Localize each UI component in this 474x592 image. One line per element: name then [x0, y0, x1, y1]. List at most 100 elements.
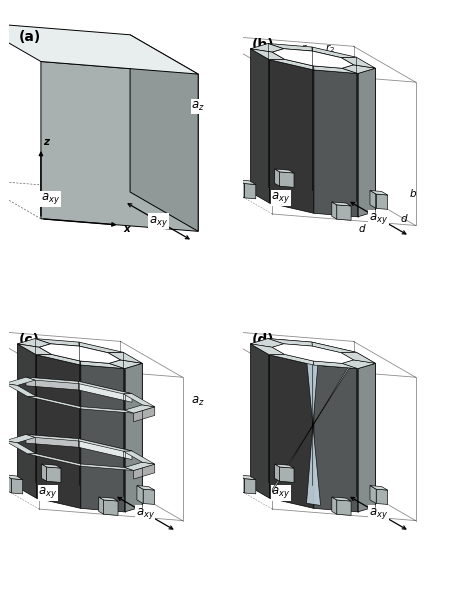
Polygon shape	[314, 70, 358, 217]
Polygon shape	[238, 475, 256, 480]
Polygon shape	[137, 485, 155, 490]
Polygon shape	[244, 478, 256, 494]
Polygon shape	[305, 345, 320, 506]
Polygon shape	[26, 377, 79, 384]
Polygon shape	[269, 355, 314, 365]
Polygon shape	[250, 339, 284, 348]
Polygon shape	[26, 435, 79, 441]
Polygon shape	[79, 439, 132, 459]
Text: $d$: $d$	[400, 211, 409, 224]
Polygon shape	[238, 180, 256, 185]
Polygon shape	[79, 439, 132, 451]
Text: $r_2$: $r_2$	[326, 42, 336, 55]
Polygon shape	[272, 344, 354, 363]
Polygon shape	[39, 344, 120, 363]
Polygon shape	[337, 500, 351, 516]
Text: z: z	[44, 137, 49, 147]
Polygon shape	[134, 407, 155, 422]
Polygon shape	[0, 22, 198, 74]
Polygon shape	[134, 464, 155, 479]
Polygon shape	[341, 352, 375, 363]
Polygon shape	[123, 394, 155, 407]
Polygon shape	[275, 464, 280, 481]
Polygon shape	[370, 191, 376, 208]
Polygon shape	[5, 475, 23, 480]
Polygon shape	[143, 489, 155, 504]
Polygon shape	[99, 497, 104, 514]
Polygon shape	[342, 360, 375, 369]
Polygon shape	[42, 464, 61, 468]
Polygon shape	[332, 497, 351, 501]
Polygon shape	[332, 202, 351, 206]
Polygon shape	[18, 339, 51, 348]
Polygon shape	[370, 485, 376, 504]
Polygon shape	[250, 344, 285, 355]
Text: x: x	[124, 224, 130, 234]
Polygon shape	[250, 344, 285, 355]
Text: $a_{xy}$: $a_{xy}$	[271, 485, 290, 500]
Polygon shape	[36, 355, 81, 509]
Polygon shape	[109, 360, 142, 369]
Polygon shape	[104, 500, 118, 516]
Polygon shape	[268, 339, 312, 346]
Text: $a_{xy}$: $a_{xy}$	[149, 214, 168, 229]
Polygon shape	[123, 451, 155, 464]
Polygon shape	[280, 172, 294, 187]
Polygon shape	[275, 464, 294, 468]
Polygon shape	[280, 467, 294, 482]
Polygon shape	[370, 485, 388, 490]
Polygon shape	[272, 344, 354, 363]
Polygon shape	[5, 475, 11, 493]
Text: $b$: $b$	[409, 187, 417, 199]
Polygon shape	[99, 497, 118, 501]
Polygon shape	[342, 65, 375, 73]
Polygon shape	[18, 344, 52, 355]
Polygon shape	[238, 475, 244, 493]
Polygon shape	[269, 355, 314, 509]
Polygon shape	[81, 365, 125, 512]
Text: $a_{xy}$: $a_{xy}$	[38, 485, 57, 500]
Polygon shape	[268, 339, 312, 346]
Text: $a_{xy}$: $a_{xy}$	[136, 506, 155, 521]
Polygon shape	[272, 359, 354, 492]
Polygon shape	[312, 342, 356, 353]
Polygon shape	[269, 59, 314, 70]
Polygon shape	[81, 407, 134, 413]
Polygon shape	[79, 381, 132, 394]
Polygon shape	[79, 381, 132, 402]
Polygon shape	[314, 365, 358, 512]
Text: (a): (a)	[18, 30, 41, 44]
Polygon shape	[27, 453, 81, 466]
Polygon shape	[81, 361, 125, 369]
Polygon shape	[125, 405, 155, 413]
Polygon shape	[342, 360, 375, 369]
Polygon shape	[36, 355, 81, 365]
Polygon shape	[5, 441, 36, 454]
Polygon shape	[125, 363, 142, 512]
Polygon shape	[5, 384, 36, 397]
Polygon shape	[275, 169, 280, 186]
Text: (d): (d)	[251, 333, 274, 347]
Text: $a_z$: $a_z$	[191, 100, 205, 113]
Polygon shape	[79, 342, 123, 353]
Polygon shape	[250, 43, 284, 52]
Text: (b): (b)	[251, 37, 274, 52]
Polygon shape	[313, 66, 358, 73]
Text: $a_{xy}$: $a_{xy}$	[271, 191, 290, 205]
Polygon shape	[376, 489, 388, 504]
Polygon shape	[5, 435, 35, 443]
Polygon shape	[358, 363, 375, 512]
Polygon shape	[337, 205, 351, 220]
Polygon shape	[35, 339, 79, 346]
Polygon shape	[370, 191, 388, 195]
Polygon shape	[250, 344, 269, 498]
Text: $a_{xy}$: $a_{xy}$	[41, 191, 60, 206]
Polygon shape	[26, 377, 79, 390]
Text: $a_{xy}$: $a_{xy}$	[369, 506, 388, 521]
Polygon shape	[275, 169, 294, 173]
Polygon shape	[313, 361, 358, 369]
Polygon shape	[42, 464, 46, 481]
Polygon shape	[376, 194, 388, 210]
Text: $a_{xy}$: $a_{xy}$	[369, 211, 388, 226]
Polygon shape	[250, 49, 269, 203]
